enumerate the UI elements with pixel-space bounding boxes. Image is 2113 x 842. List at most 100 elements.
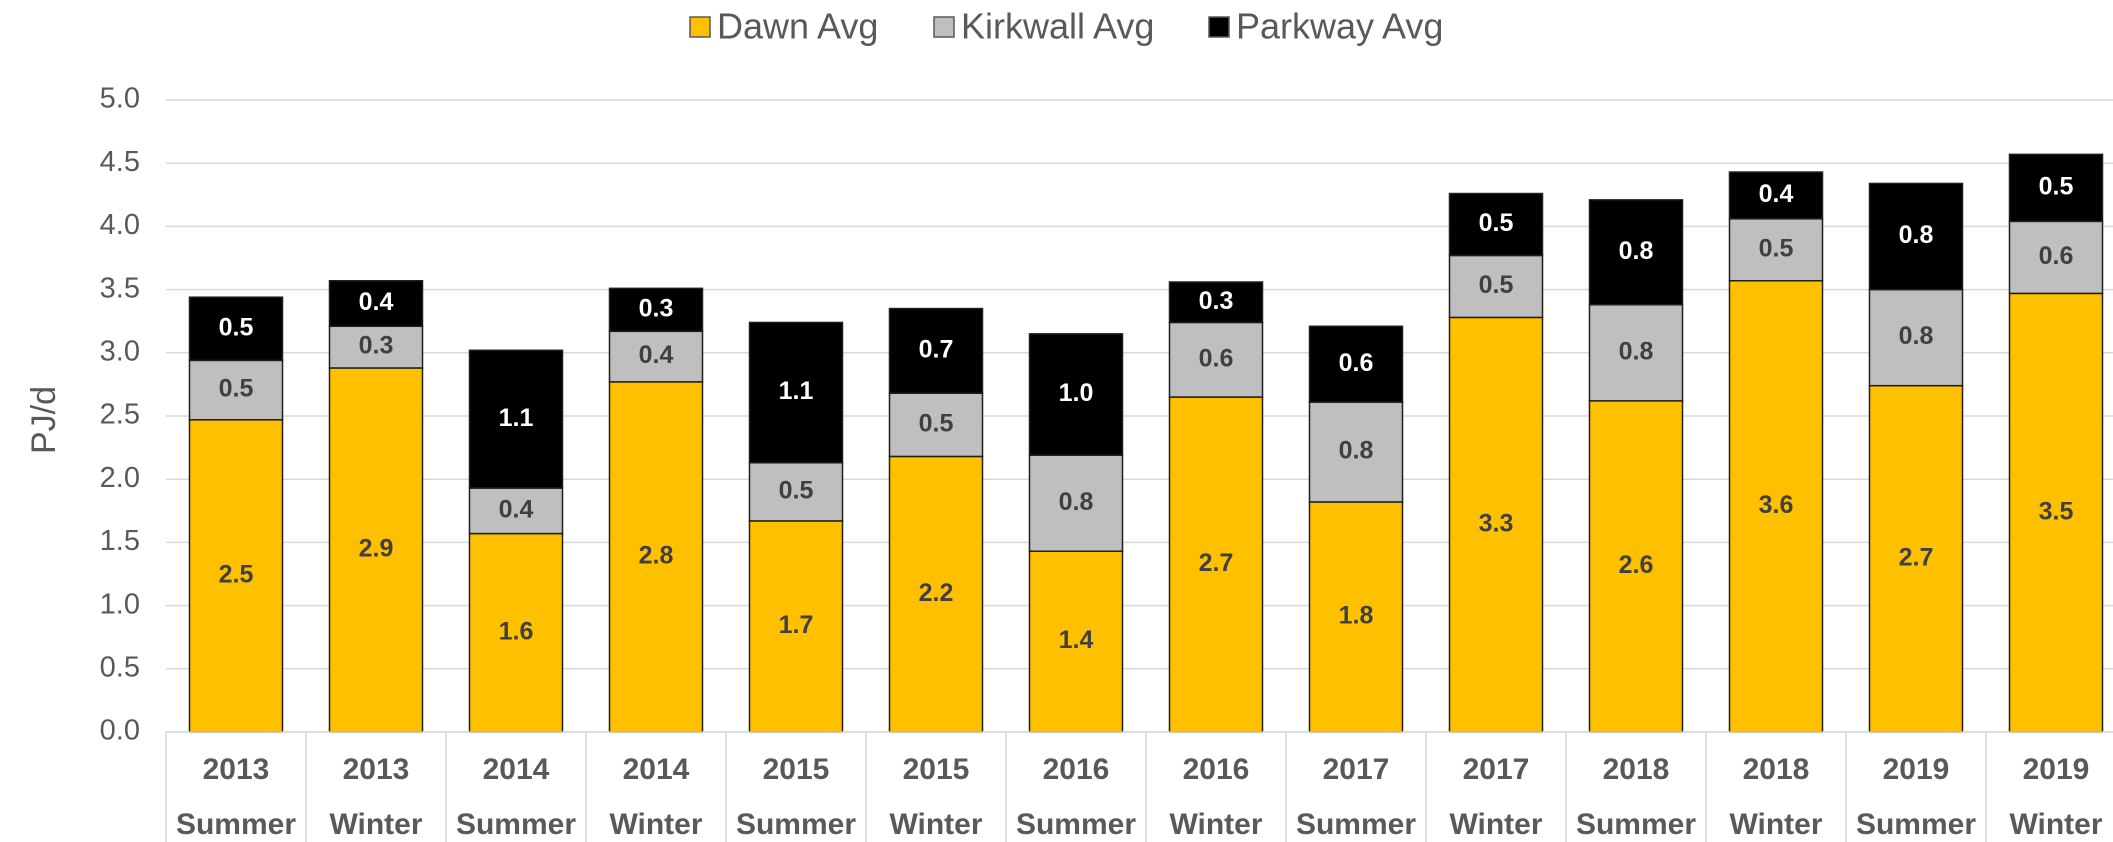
- y-tick-label: 0.5: [100, 651, 140, 683]
- data-label: 0.4: [1759, 180, 1794, 208]
- bar-segment: [188, 359, 284, 421]
- x-tick-label: Summer: [176, 808, 296, 841]
- bar-segment: [608, 330, 704, 383]
- bar-segment: [888, 392, 984, 458]
- data-label: 2.7: [1899, 543, 1934, 571]
- bar-segment: [1728, 171, 1824, 220]
- x-tick-label: Summer: [1296, 808, 1416, 841]
- bar-segment: [1588, 199, 1684, 306]
- legend-label: Dawn Avg: [717, 6, 878, 47]
- x-tick-label: 2016: [1183, 753, 1250, 786]
- data-label: 1.1: [779, 377, 814, 405]
- data-label: 0.7: [919, 336, 954, 364]
- data-label: 0.6: [2039, 242, 2074, 270]
- bar-segment: [1308, 501, 1404, 733]
- data-label: 0.8: [1899, 322, 1934, 350]
- bar-segment: [188, 296, 284, 362]
- x-tick-label: Winter: [1449, 808, 1542, 841]
- data-label: 3.5: [2039, 497, 2074, 525]
- data-label: 0.4: [359, 288, 394, 316]
- bar-segment: [1168, 281, 1264, 324]
- data-label: 0.4: [639, 341, 674, 369]
- x-tick-label: Summer: [736, 808, 856, 841]
- data-label: 0.3: [1199, 287, 1234, 315]
- bar-segment: [1028, 550, 1124, 733]
- x-tick-label: Winter: [2009, 808, 2102, 841]
- x-tick-label: Winter: [609, 808, 702, 841]
- x-tick-label: Summer: [1576, 808, 1696, 841]
- x-tick-label: Summer: [456, 808, 576, 841]
- y-tick-label: 4.5: [100, 146, 140, 178]
- x-tick-label: 2016: [1043, 753, 1110, 786]
- data-label: 2.9: [359, 535, 394, 563]
- x-tick-label: Winter: [1729, 808, 1822, 841]
- data-label: 0.8: [1619, 337, 1654, 365]
- legend-swatch: [933, 16, 955, 38]
- data-label: 2.6: [1619, 551, 1654, 579]
- legend-swatch: [1208, 16, 1230, 38]
- y-tick-label: 5.0: [100, 83, 140, 115]
- data-label: 1.1: [499, 404, 534, 432]
- x-tick-label: 2014: [483, 753, 550, 786]
- data-label: 0.4: [499, 495, 534, 523]
- bar-segment: [188, 419, 284, 733]
- data-label: 0.8: [1059, 488, 1094, 516]
- data-label: 3.6: [1759, 491, 1794, 519]
- data-label: 0.6: [1339, 349, 1374, 377]
- data-label: 0.5: [219, 313, 254, 341]
- x-tick-label: 2017: [1323, 753, 1390, 786]
- data-label: 0.5: [919, 409, 954, 437]
- bar-segment: [2008, 220, 2104, 295]
- data-label: 0.5: [2039, 172, 2074, 200]
- bar-segment: [608, 381, 704, 733]
- bar-segment: [328, 325, 424, 369]
- data-label: 1.6: [499, 617, 534, 645]
- bar-segment: [1448, 192, 1544, 257]
- data-label: 2.2: [919, 579, 954, 607]
- bar-segment: [888, 455, 984, 733]
- bar-segment: [468, 487, 564, 535]
- bar-segment: [468, 349, 564, 489]
- y-tick-label: 3.5: [100, 272, 140, 304]
- bar-segment: [608, 287, 704, 333]
- legend-swatch: [689, 16, 711, 38]
- x-tick-label: 2019: [1883, 753, 1950, 786]
- y-tick-label: 4.0: [100, 209, 140, 241]
- bar-segment: [1308, 401, 1404, 503]
- bar-segment: [748, 520, 844, 733]
- bar-segment: [2008, 153, 2104, 223]
- y-tick-label: 3.0: [100, 335, 140, 367]
- data-label: 0.8: [1899, 221, 1934, 249]
- y-tick-label: 0.0: [100, 715, 140, 747]
- data-label: 2.7: [1199, 549, 1234, 577]
- bar-segment: [1588, 400, 1684, 733]
- bar-segment: [1308, 325, 1404, 403]
- bar-segment: [1168, 321, 1264, 398]
- bar-segment: [1868, 182, 1964, 291]
- y-tick-label: 2.0: [100, 462, 140, 494]
- data-label: 0.8: [1339, 437, 1374, 465]
- bar-segment: [2008, 292, 2104, 733]
- x-tick-label: 2017: [1463, 753, 1530, 786]
- bar-segment: [1588, 304, 1684, 402]
- y-tick-label: 2.5: [100, 399, 140, 431]
- bar-segment: [1028, 333, 1124, 456]
- x-tick-label: Winter: [889, 808, 982, 841]
- data-label: 0.6: [1199, 344, 1234, 372]
- data-label: 1.8: [1339, 602, 1374, 630]
- bar-segment: [1868, 288, 1964, 387]
- bar-segment: [748, 321, 844, 464]
- data-label: 0.5: [779, 476, 814, 504]
- data-label: 0.5: [1479, 209, 1514, 237]
- data-label: 1.4: [1059, 626, 1094, 654]
- data-label: 0.8: [1619, 237, 1654, 265]
- data-label: 2.8: [639, 542, 674, 570]
- x-tick-label: Winter: [329, 808, 422, 841]
- data-label: 0.3: [639, 294, 674, 322]
- bar-segment: [888, 307, 984, 394]
- x-tick-label: Summer: [1856, 808, 1976, 841]
- x-tick-label: 2018: [1743, 753, 1810, 786]
- data-label: 1.0: [1059, 379, 1094, 407]
- bar-segment: [1728, 218, 1824, 282]
